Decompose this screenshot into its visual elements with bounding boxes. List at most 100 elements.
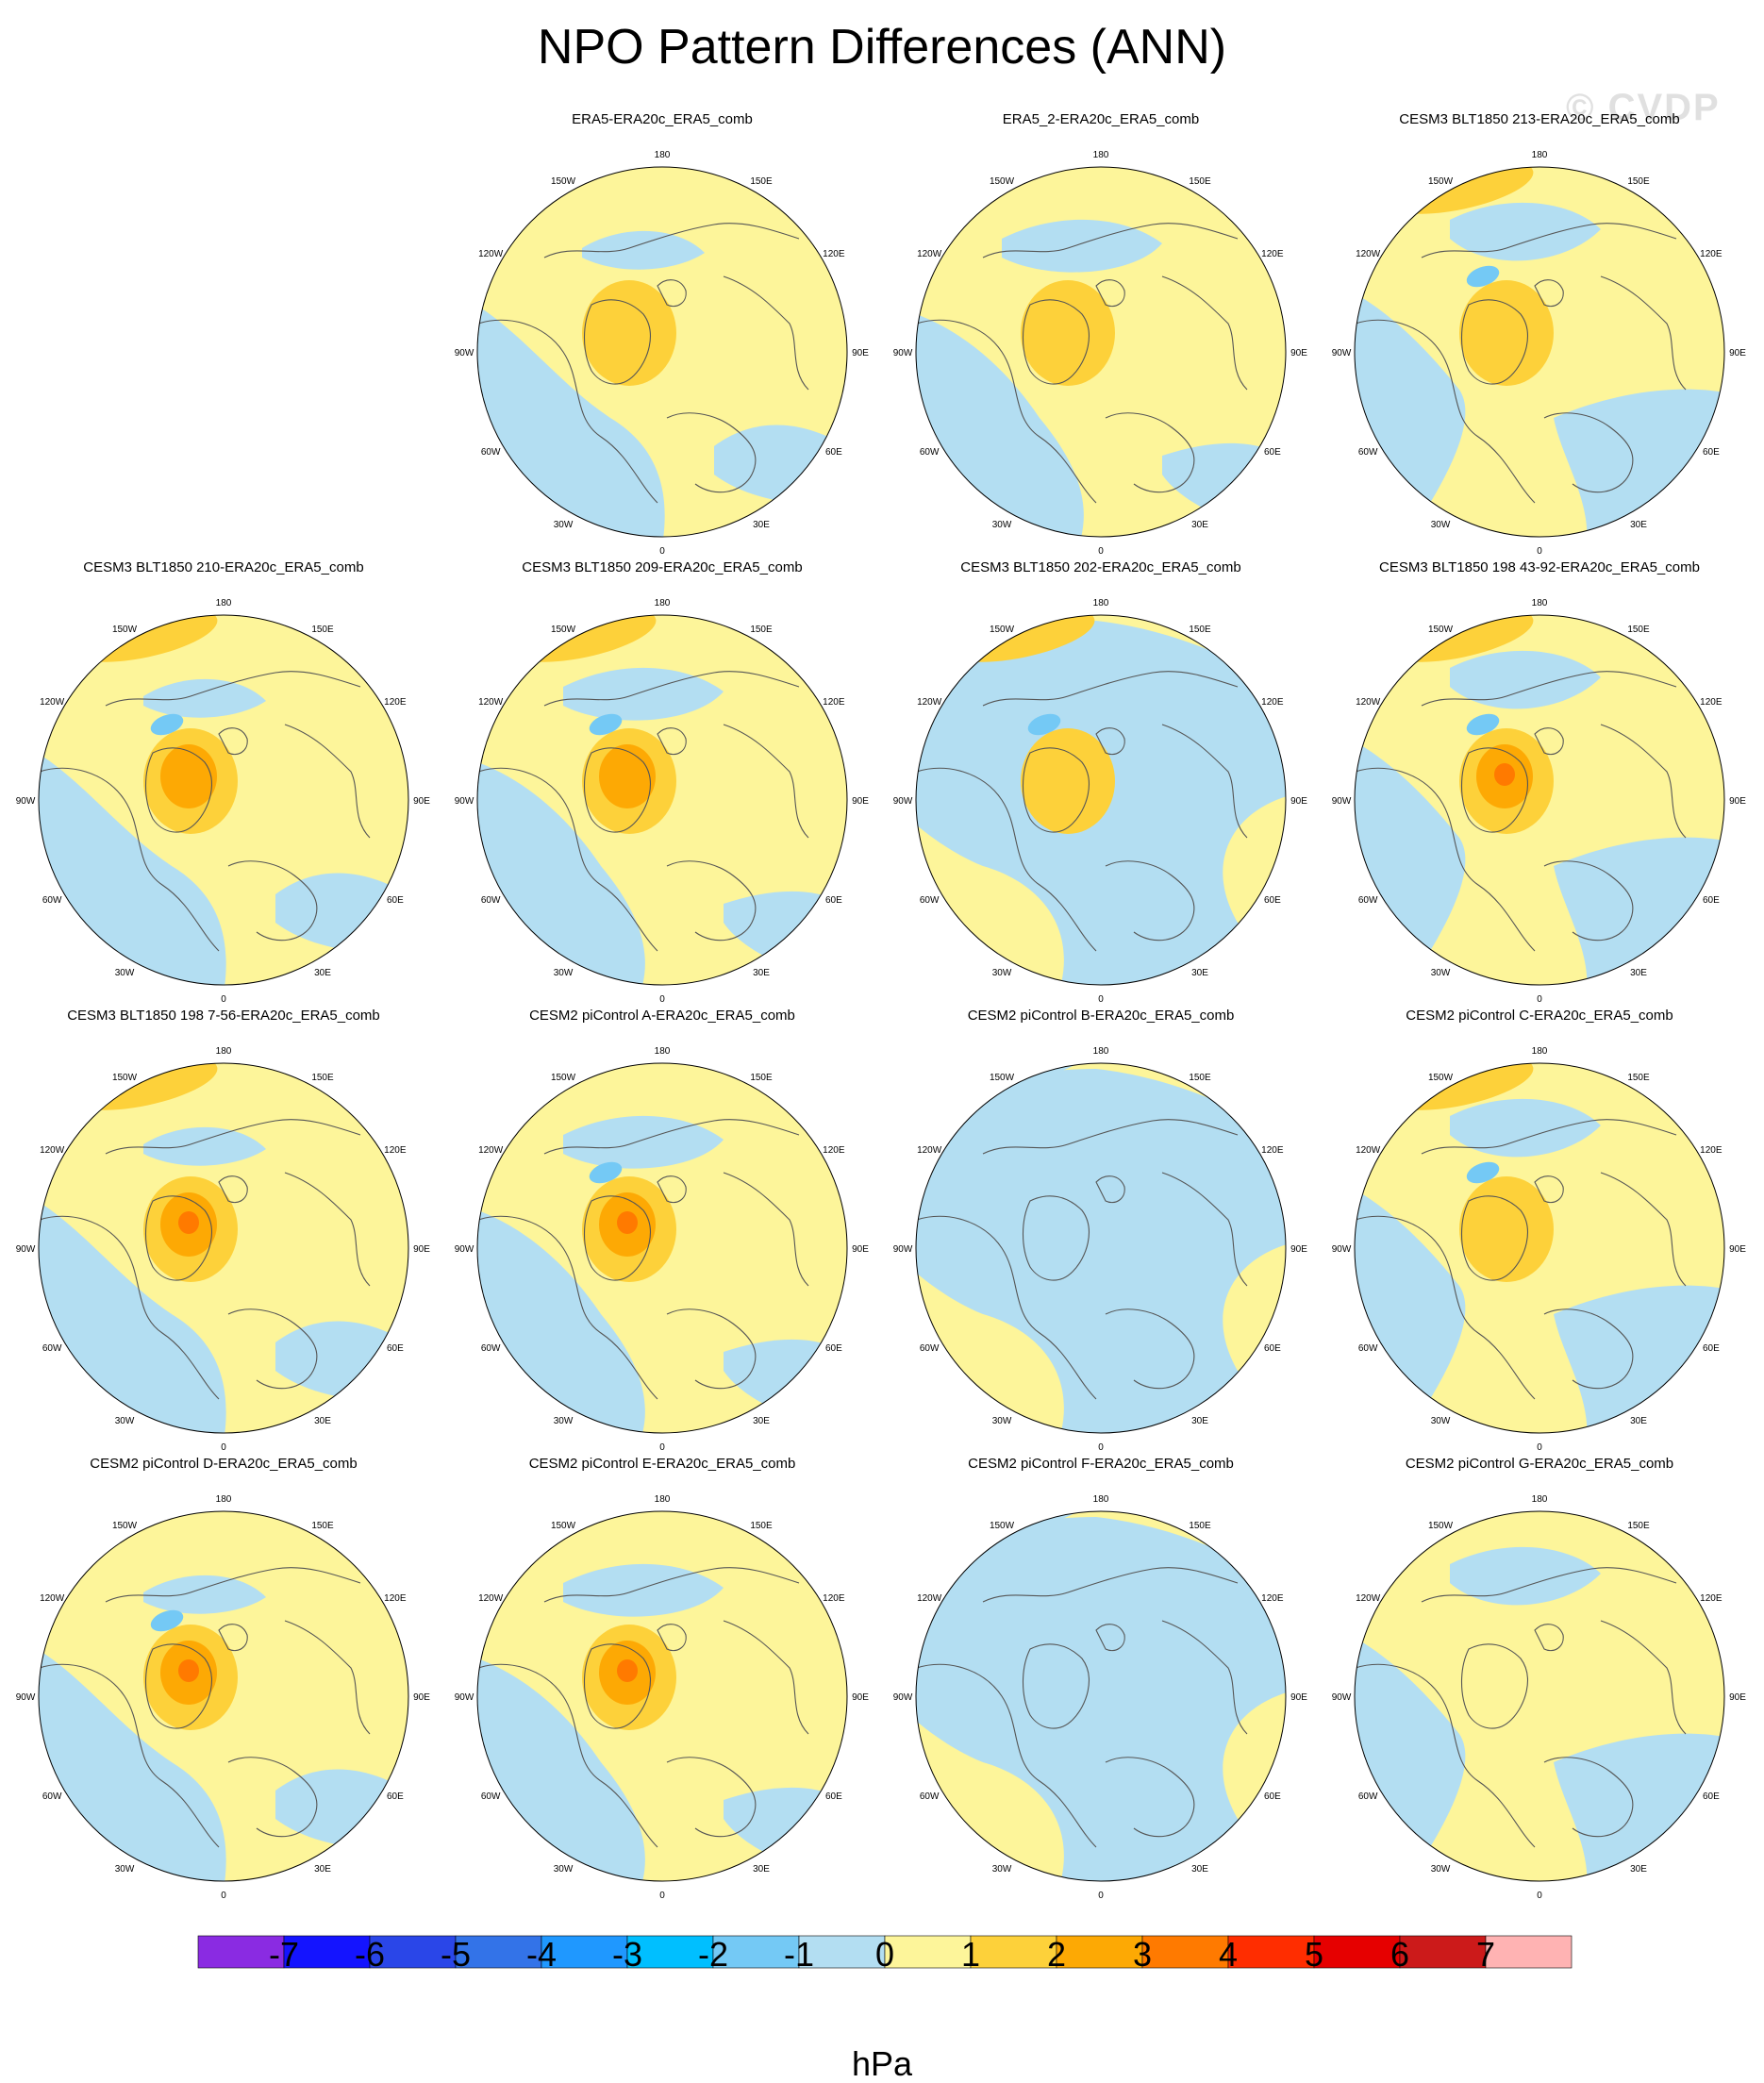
colorbar-swatch	[455, 1935, 542, 1969]
longitude-label: 180	[216, 1046, 232, 1057]
longitude-label: 60W	[1358, 1343, 1378, 1354]
longitude-label: 90W	[455, 1244, 474, 1255]
map-panel: CESM2 piControl A-ERA20c_ERA5_comb 180 150…	[441, 1008, 884, 1456]
longitude-label: 60E	[1264, 1791, 1281, 1802]
colorbar-tick-label: 4	[1218, 1935, 1239, 1974]
longitude-label: 30E	[1191, 520, 1208, 530]
longitude-label: 30E	[753, 968, 770, 978]
longitude-label: 60W	[1358, 895, 1378, 906]
longitude-label: 90W	[455, 796, 474, 807]
colorbar-tick-label: 1	[960, 1935, 981, 1974]
longitude-label: 60W	[920, 1343, 940, 1354]
polar-map: 180 150E 120E 90E 60E 30E 0 30W 60W 90W 120W 150W	[16, 598, 431, 1005]
longitude-label: 180	[216, 1494, 232, 1505]
polar-map: 180 150E 120E 90E 60E 30E 0 30W 60W 90W 120W 150W	[455, 598, 870, 1005]
longitude-label: 150E	[1627, 625, 1650, 635]
panel-title: CESM2 piControl G-ERA20c_ERA5_comb	[1405, 1456, 1674, 1472]
longitude-label: 30E	[753, 1864, 770, 1875]
longitude-label: 120E	[1261, 249, 1284, 259]
longitude-label: 30W	[554, 968, 574, 978]
panel-title: CESM3 BLT1850 202-ERA20c_ERA5_comb	[960, 559, 1241, 575]
map-panel: CESM3 BLT1850 213-ERA20c_ERA5_comb 180 150…	[1318, 111, 1761, 559]
longitude-label: 0	[221, 1442, 226, 1453]
longitude-label: 30E	[314, 1416, 331, 1426]
longitude-label: 0	[659, 1442, 665, 1453]
colorbar-swatches	[197, 1935, 1573, 1969]
longitude-label: 150E	[1189, 625, 1211, 635]
polar-map: 180 150E 120E 90E 60E 30E 0 30W 60W 90W 120W 150W	[455, 150, 870, 557]
longitude-label: 60W	[481, 447, 501, 458]
longitude-label: 150E	[750, 176, 773, 187]
longitude-label: 30W	[1431, 968, 1451, 978]
panel-title: CESM2 piControl D-ERA20c_ERA5_comb	[90, 1456, 358, 1472]
longitude-label: 120W	[917, 249, 942, 259]
map-panel: CESM2 piControl D-ERA20c_ERA5_comb 180 150…	[2, 1456, 445, 1904]
longitude-label: 60E	[825, 447, 842, 458]
colorbar-tick-label: -6	[354, 1935, 385, 1974]
longitude-label: 60E	[1264, 895, 1281, 906]
map-panel: CESM2 piControl F-ERA20c_ERA5_comb 180 150…	[879, 1456, 1323, 1904]
panel-title: ERA5-ERA20c_ERA5_comb	[572, 111, 753, 127]
longitude-label: 180	[655, 1046, 671, 1057]
longitude-label: 0	[1098, 546, 1104, 557]
longitude-label: 60W	[481, 1343, 501, 1354]
colorbar-tick-label: 5	[1304, 1935, 1324, 1974]
longitude-label: 60W	[481, 1791, 501, 1802]
colorbar-tick-label: -3	[611, 1935, 642, 1974]
longitude-label: 120E	[384, 1145, 407, 1156]
longitude-label: 120W	[40, 1593, 65, 1604]
polar-map: 180 150E 120E 90E 60E 30E 0 30W 60W 90W 120W 150W	[893, 1494, 1308, 1901]
longitude-label: 30W	[1431, 1416, 1451, 1426]
map-panel: CESM3 BLT1850 209-ERA20c_ERA5_comb 180 150…	[441, 559, 884, 1008]
longitude-label: 60W	[42, 895, 62, 906]
longitude-label: 150W	[1428, 1073, 1454, 1083]
longitude-label: 150W	[551, 176, 576, 187]
longitude-label: 150E	[1189, 1073, 1211, 1083]
longitude-label: 90E	[413, 796, 430, 807]
longitude-label: 90W	[1332, 348, 1352, 358]
longitude-label: 60E	[825, 1791, 842, 1802]
polar-map: 180 150E 120E 90E 60E 30E 0 30W 60W 90W 120W 150W	[1332, 150, 1747, 557]
longitude-label: 0	[659, 546, 665, 557]
longitude-label: 120E	[1700, 249, 1722, 259]
longitude-label: 90W	[893, 796, 913, 807]
longitude-label: 120W	[917, 1145, 942, 1156]
longitude-label: 60W	[42, 1343, 62, 1354]
longitude-label: 150W	[1428, 625, 1454, 635]
longitude-label: 0	[1098, 994, 1104, 1005]
longitude-label: 60E	[1703, 1343, 1720, 1354]
polar-map: 180 150E 120E 90E 60E 30E 0 30W 60W 90W 120W 150W	[1332, 598, 1747, 1005]
longitude-label: 90E	[1729, 348, 1746, 358]
longitude-label: 60E	[1703, 1791, 1720, 1802]
longitude-label: 150W	[990, 1073, 1015, 1083]
panel-title: CESM3 BLT1850 198 7-56-ERA20c_ERA5_comb	[67, 1008, 380, 1024]
longitude-label: 30W	[992, 1864, 1012, 1875]
longitude-label: 150E	[750, 1073, 773, 1083]
longitude-label: 180	[1532, 150, 1548, 160]
colorbar-tick-label: 0	[874, 1935, 895, 1974]
longitude-label: 150E	[1627, 176, 1650, 187]
colorbar-tick-label: 6	[1390, 1935, 1410, 1974]
longitude-label: 150E	[750, 1521, 773, 1531]
longitude-label: 30E	[1191, 1416, 1208, 1426]
longitude-label: 60W	[481, 895, 501, 906]
longitude-label: 30E	[1191, 1864, 1208, 1875]
longitude-label: 180	[1093, 150, 1109, 160]
longitude-label: 30E	[1630, 1416, 1647, 1426]
watermark: © CVDP	[1566, 87, 1721, 128]
map-panel: CESM3 BLT1850 202-ERA20c_ERA5_comb 180 150…	[879, 559, 1323, 1008]
colorbar-tick-label: 3	[1132, 1935, 1153, 1974]
longitude-label: 60W	[920, 447, 940, 458]
longitude-label: 90E	[1290, 1244, 1307, 1255]
colorbar-swatch	[1485, 1935, 1573, 1969]
longitude-label: 180	[655, 598, 671, 608]
colorbar-swatch	[1399, 1935, 1487, 1969]
longitude-label: 180	[1532, 1494, 1548, 1505]
longitude-label: 30E	[1630, 520, 1647, 530]
panel-title: ERA5_2-ERA20c_ERA5_comb	[1002, 111, 1200, 127]
longitude-label: 180	[1093, 1494, 1109, 1505]
longitude-label: 30W	[554, 520, 574, 530]
map-panel: CESM3 BLT1850 210-ERA20c_ERA5_comb 180 150…	[2, 559, 445, 1008]
longitude-label: 120E	[823, 1145, 845, 1156]
longitude-label: 0	[221, 994, 226, 1005]
